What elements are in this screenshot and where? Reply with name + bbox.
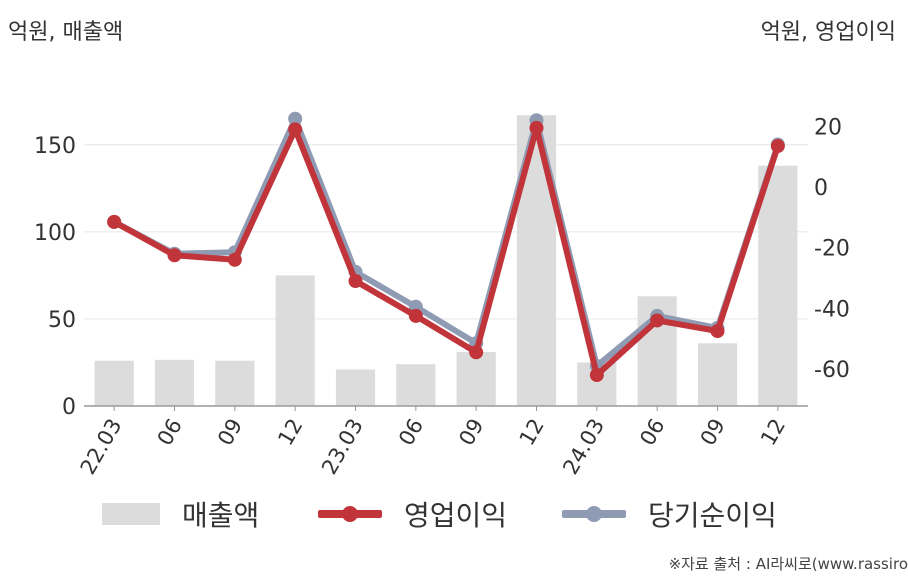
revenue-bars	[94, 115, 798, 407]
x-axis-tick-label: 06	[153, 415, 187, 450]
x-axis-tick-label: 12	[273, 415, 307, 450]
x-axis-tick-label: 06	[635, 415, 669, 450]
revenue-bar	[456, 352, 496, 406]
left-axis-tick-label: 150	[34, 134, 76, 159]
operating-profit-point	[529, 120, 544, 135]
revenue-bar	[154, 359, 195, 406]
axes	[84, 405, 808, 411]
x-axis-tick-label: 09	[454, 415, 488, 450]
operating-profit-point	[770, 139, 785, 154]
net-income-line	[111, 115, 781, 369]
legend-swatch-red-line	[318, 503, 382, 525]
chart-legend: 매출액 영업이익 당기순이익	[0, 492, 908, 536]
x-axis-tick-label: 24.03	[558, 415, 609, 479]
operating-profit-point	[288, 122, 303, 137]
operating-profit-point	[650, 313, 665, 328]
revenue-bar	[697, 343, 738, 406]
operating-profit-point	[227, 252, 242, 267]
operating-profit-point	[107, 214, 122, 229]
right-axis-tick-label: -40	[814, 297, 850, 322]
legend-item-operating-profit: 영업이익	[318, 492, 507, 536]
legend-label-operating-profit: 영업이익	[404, 499, 508, 532]
operating-profit-point	[167, 248, 182, 263]
revenue-bar	[396, 364, 436, 406]
legend-swatch-bar	[102, 503, 160, 525]
legend-item-net-income: 당기순이익	[562, 492, 777, 536]
x-axis-tick-label: 09	[213, 415, 247, 450]
x-axis-tick-label: 23.03	[317, 415, 368, 479]
right-axis-unit-label: 억원, 영업이익	[760, 20, 896, 45]
revenue-bar	[275, 275, 315, 406]
x-axis-tick-label: 12	[756, 415, 790, 450]
source-note: ※자료 출처 : AI라씨로(www.rassiro	[668, 555, 908, 573]
legend-item-revenue: 매출액	[102, 492, 259, 536]
right-axis-tick-label: 0	[814, 176, 828, 201]
legend-label-net-income: 당기순이익	[648, 499, 777, 532]
operating-profit-point	[589, 368, 604, 383]
left-axis-unit-label: 억원, 매출액	[8, 20, 124, 45]
legend-label-revenue: 매출액	[182, 499, 260, 532]
legend-swatch-blue-line	[562, 503, 626, 525]
revenue-bar	[335, 369, 376, 406]
left-axis-tick-label: 100	[34, 221, 76, 246]
x-axis-tick-label: 06	[394, 415, 428, 450]
right-axis-tick-label: 20	[814, 115, 842, 140]
profit-lines	[107, 111, 785, 383]
operating-profit-point	[348, 274, 363, 289]
x-axis-tick-label: 12	[515, 415, 549, 450]
x-axis-tick-label: 09	[696, 415, 730, 450]
right-axis-tick-label: -60	[814, 358, 850, 383]
revenue-bar	[516, 115, 557, 407]
combo-chart: 0 50 100 150 -60 -40 -20 0 20 22.03 06 09 12 23.03 06 0…	[34, 111, 850, 479]
left-axis-tick-label: 0	[62, 395, 76, 420]
net-income-point	[288, 111, 303, 126]
x-axis-tick-label: 22.03	[76, 415, 127, 479]
revenue-bar	[215, 360, 255, 406]
left-axis-tick-label: 50	[48, 308, 76, 333]
gridlines	[84, 144, 808, 320]
operating-profit-point	[710, 324, 725, 339]
operating-profit-line	[111, 124, 781, 379]
right-axis-tick-label: -20	[814, 237, 850, 262]
revenue-bar	[758, 165, 798, 406]
operating-profit-point	[408, 308, 423, 323]
operating-profit-point	[469, 345, 484, 360]
revenue-bar	[94, 360, 134, 406]
